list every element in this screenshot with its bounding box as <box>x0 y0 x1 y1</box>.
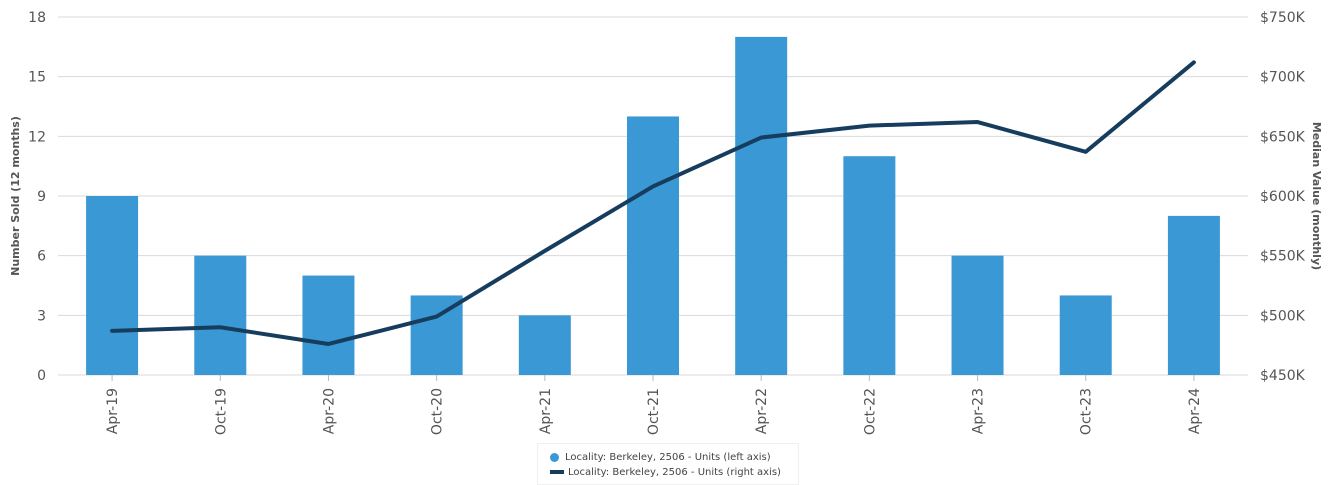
x-tick-label: Oct-22 <box>862 388 878 435</box>
line-path[interactable] <box>110 60 1196 346</box>
right-axis-title: Median Value (monthly) <box>1310 122 1323 270</box>
left-y-tick-label: 3 <box>37 308 46 324</box>
right-y-tick-label: $750K <box>1260 10 1306 26</box>
right-y-tick-label: $650K <box>1260 129 1306 145</box>
left-y-tick-label: 6 <box>37 249 46 265</box>
bar[interactable] <box>735 36 788 376</box>
left-y-tick-label: 9 <box>37 189 46 205</box>
right-y-tick-label: $500K <box>1260 308 1306 324</box>
legend-line-label: Locality: Berkeley, 2506 - Units (right … <box>568 466 781 478</box>
x-tick-label: Oct-19 <box>213 388 229 435</box>
bar[interactable] <box>194 255 247 375</box>
right-y-axis-ticks: $450K $500K $550K $600K $650K $700K $750K <box>1260 10 1306 384</box>
x-tick-label: Oct-20 <box>430 388 446 435</box>
left-y-tick-label: 18 <box>28 10 46 26</box>
right-y-tick-label: $600K <box>1260 189 1306 205</box>
legend-bar-label: Locality: Berkeley, 2506 - Units (left a… <box>565 451 771 463</box>
right-y-tick-label: $550K <box>1260 249 1306 265</box>
bar[interactable] <box>302 275 355 375</box>
legend-line-swatch <box>550 470 564 474</box>
legend-bar-swatch <box>550 452 559 462</box>
bar[interactable] <box>951 255 1004 375</box>
x-tick-label: Oct-21 <box>646 388 662 435</box>
legend-item-bars[interactable]: Locality: Berkeley, 2506 - Units (left a… <box>550 450 771 464</box>
x-tick-label: Apr-23 <box>971 388 987 434</box>
legend: Locality: Berkeley, 2506 - Units (left a… <box>537 443 799 485</box>
bar[interactable] <box>1167 215 1220 375</box>
bar[interactable] <box>843 156 896 375</box>
bar[interactable] <box>86 196 139 375</box>
bar-series <box>86 36 1220 376</box>
x-tick-label: Apr-20 <box>321 388 337 434</box>
legend-item-line[interactable]: Locality: Berkeley, 2506 - Units (right … <box>550 465 781 479</box>
x-tick-label: Apr-21 <box>538 388 554 434</box>
bar[interactable] <box>627 116 679 375</box>
x-tick-label: Apr-22 <box>754 388 770 434</box>
left-y-tick-label: 0 <box>37 368 46 384</box>
bar[interactable] <box>1059 295 1112 375</box>
left-y-tick-label: 12 <box>28 129 46 145</box>
left-axis-title: Number Sold (12 months) <box>9 116 22 276</box>
line-series <box>110 60 1196 346</box>
bar[interactable] <box>518 315 571 375</box>
left-y-axis-ticks: 0 3 6 9 12 15 18 <box>28 10 46 384</box>
x-tick-label: Apr-19 <box>105 388 121 434</box>
left-y-tick-label: 15 <box>28 70 46 86</box>
x-axis-ticks: Apr-19 Oct-19 Apr-20 Oct-20 Apr-21 Oct-21 Apr-… <box>105 375 1203 435</box>
right-y-tick-label: $450K <box>1260 368 1306 384</box>
bar[interactable] <box>410 295 463 375</box>
x-tick-label: Oct-23 <box>1079 388 1095 435</box>
x-tick-label: Apr-24 <box>1187 388 1203 434</box>
right-y-tick-label: $700K <box>1260 70 1306 86</box>
